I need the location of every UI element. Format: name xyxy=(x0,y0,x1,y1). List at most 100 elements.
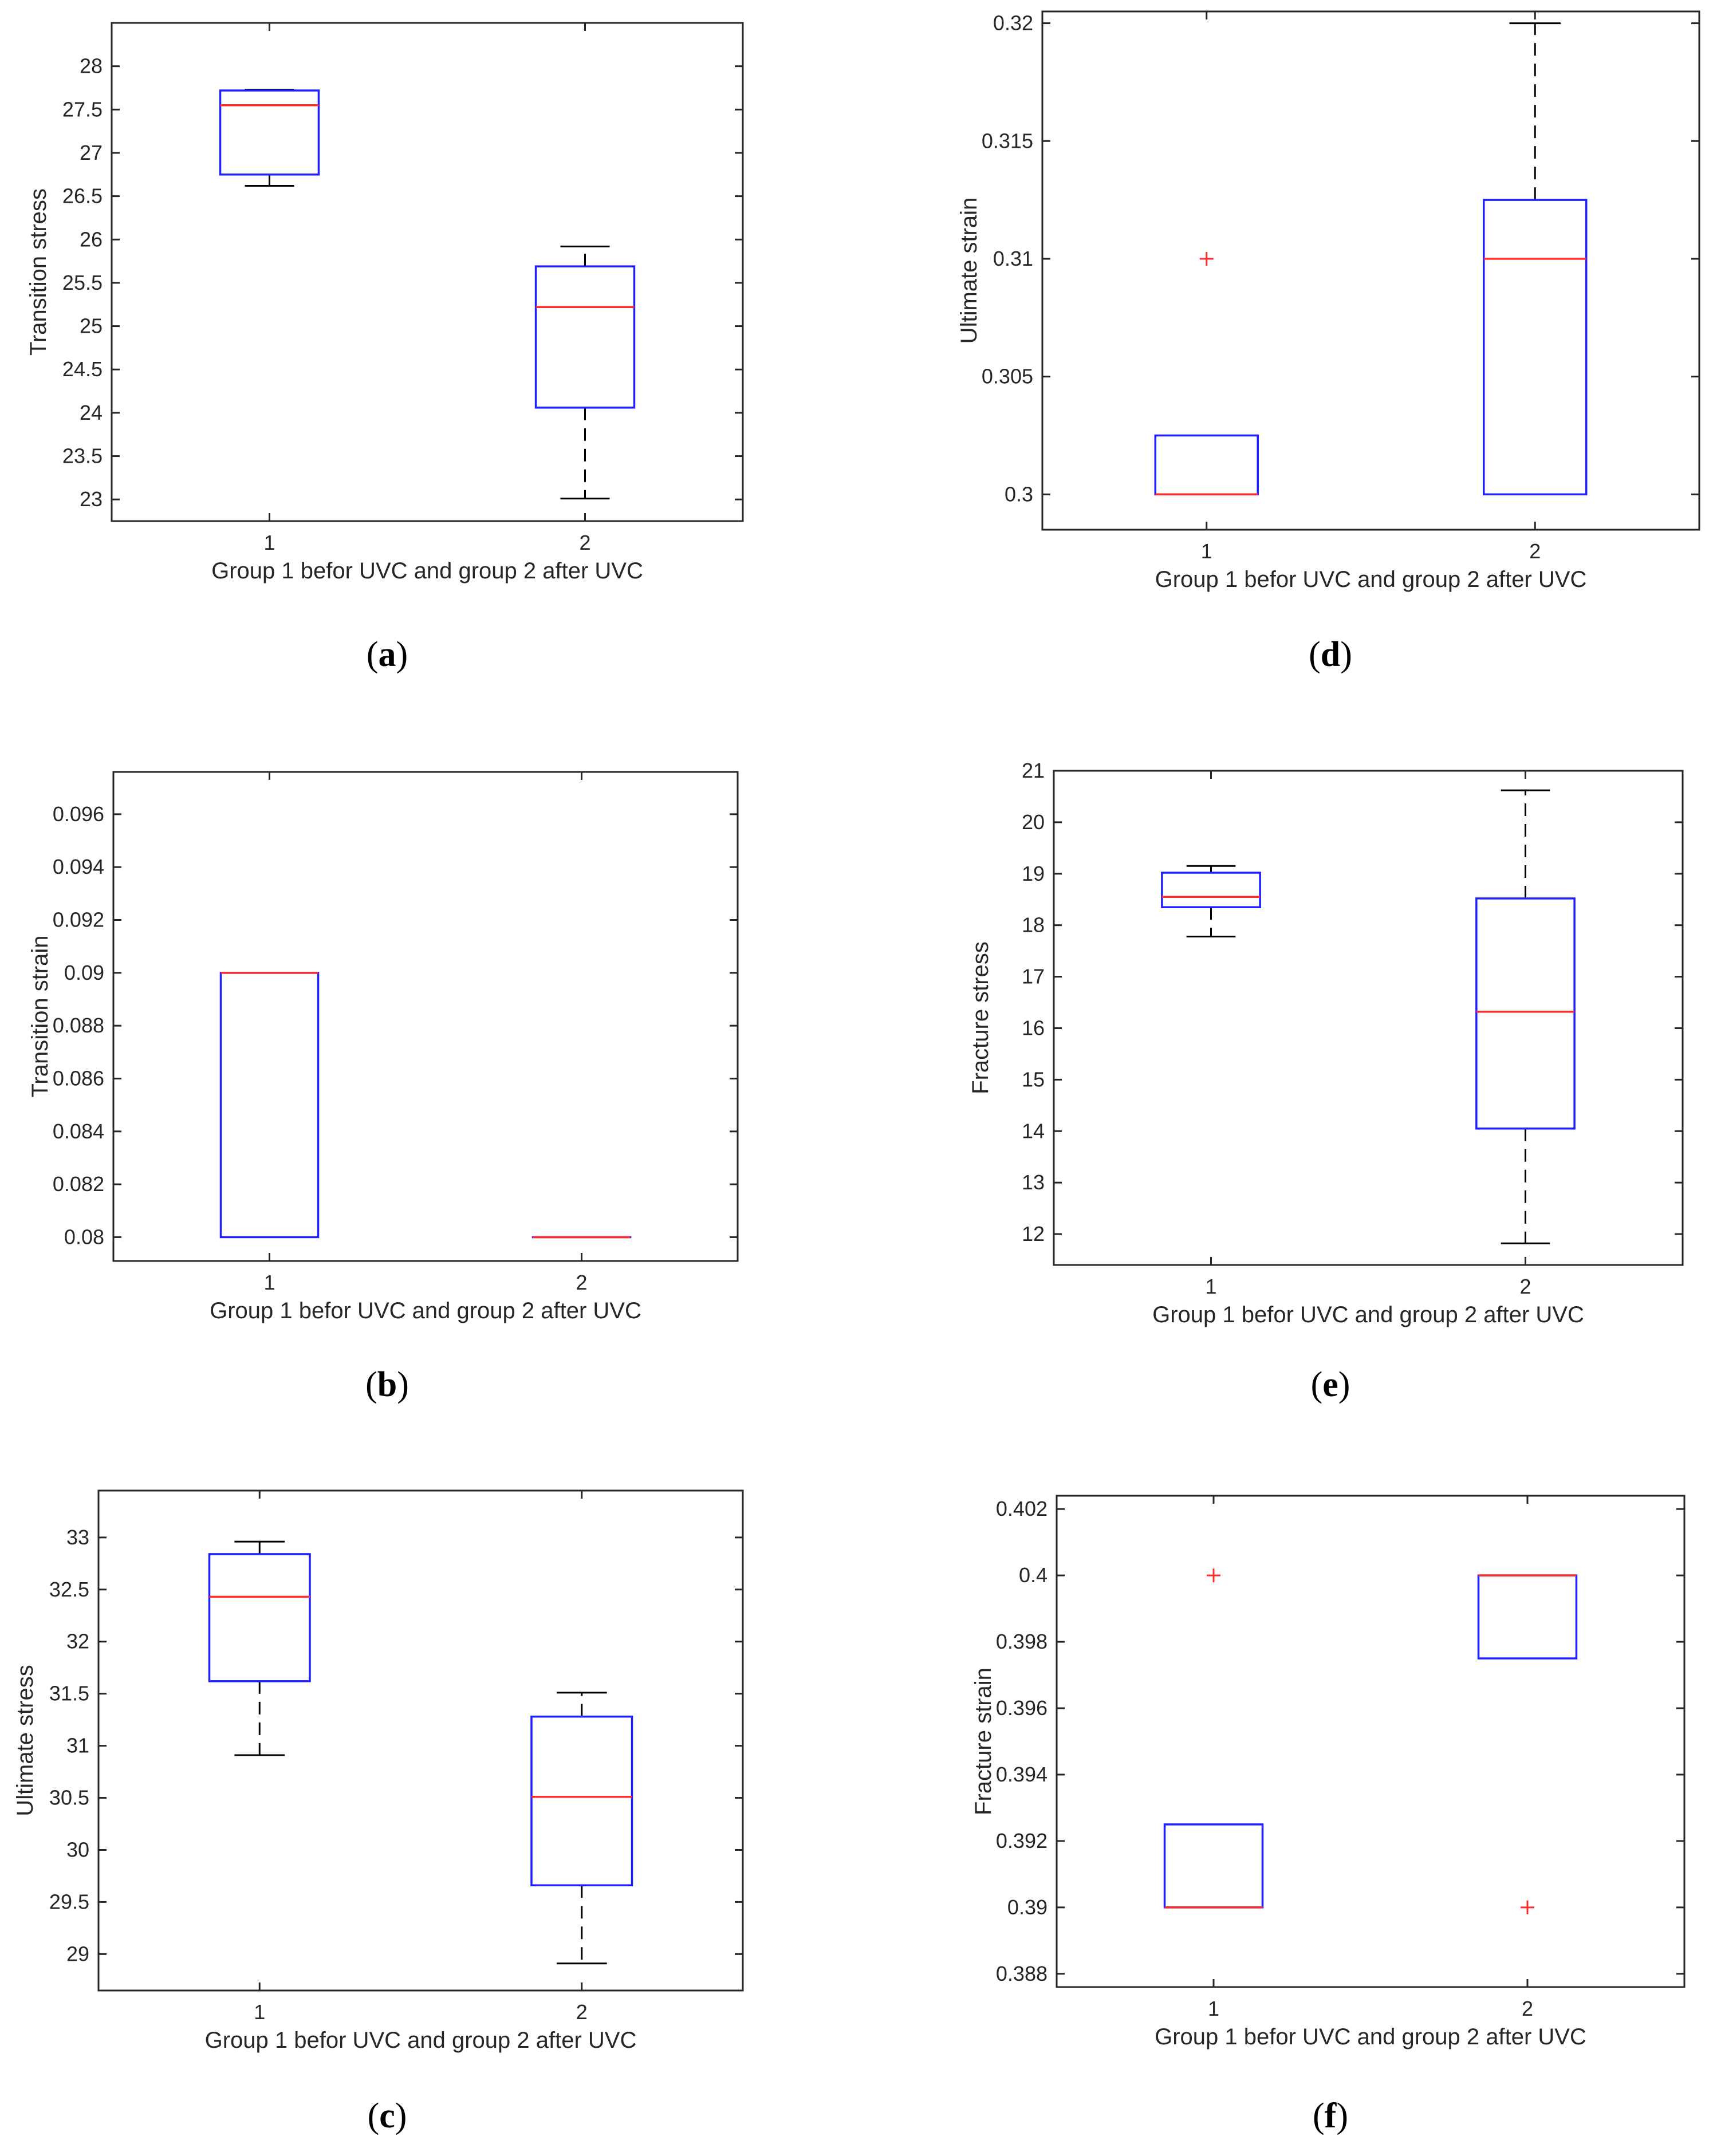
y-tick-label: 31 xyxy=(66,1734,89,1757)
x-tick-label: 2 xyxy=(1522,1997,1533,2020)
x-tick-label: 2 xyxy=(576,1271,587,1294)
panel-label-letter: e xyxy=(1322,1365,1338,1404)
panel-a: 23 23.5 24 24.5 25 25.5 26 26.5 27 27.5 28 1 2 Group … xyxy=(26,22,744,674)
y-tick-label: 24 xyxy=(80,401,103,424)
x-tick-label: 2 xyxy=(1529,539,1541,563)
y-tick-label: 0.082 xyxy=(53,1172,104,1196)
x-axis-label: Group 1 befor UVC and group 2 after UVC xyxy=(1155,2024,1586,2049)
y-tick-label: 0.305 xyxy=(982,365,1033,388)
plot-frame xyxy=(97,1489,744,1992)
panel-label-letter: a xyxy=(379,635,396,674)
y-tick-label: 27 xyxy=(80,141,103,164)
panel-label-letter: b xyxy=(377,1365,397,1404)
box-group-1 xyxy=(219,89,320,187)
plot-frame xyxy=(1056,1495,1686,1988)
y-tick-label: 0.396 xyxy=(996,1696,1048,1720)
y-axis-label: Ultimate strain xyxy=(956,198,982,344)
panel-label-open: ( xyxy=(367,635,379,674)
y-tick-label: 28 xyxy=(80,54,103,78)
y-tick-label: 0.39 xyxy=(1007,1895,1048,1919)
y-tick-label: 0.096 xyxy=(53,802,104,826)
y-tick-label: 0.4 xyxy=(1019,1563,1048,1587)
y-tick-label: 0.08 xyxy=(64,1225,104,1248)
y-tick-label: 25 xyxy=(80,314,103,338)
outlier-marker xyxy=(1207,1568,1220,1583)
box-group-1 xyxy=(1161,865,1261,937)
box-group-2 xyxy=(1477,1574,1578,1914)
panel-label-open: ( xyxy=(365,1365,377,1404)
box-group-1 xyxy=(1154,251,1259,496)
y-tick-label: 0.094 xyxy=(53,855,104,878)
panel-label-close: ) xyxy=(397,1365,409,1404)
y-tick-label: 23 xyxy=(80,487,103,511)
panel-label-close: ) xyxy=(395,2096,407,2135)
y-tick-label: 26 xyxy=(80,227,103,251)
panel-label-open: ( xyxy=(1309,635,1321,674)
box-group-1 xyxy=(1163,1568,1264,1909)
x-tick-label: 2 xyxy=(579,531,590,554)
box xyxy=(1161,872,1261,908)
box-group-1 xyxy=(219,972,320,1239)
box-group-2 xyxy=(1475,789,1576,1244)
panel-label: (a) xyxy=(367,635,408,674)
y-tick-label: 30 xyxy=(66,1838,89,1861)
box-group-2 xyxy=(534,245,636,500)
panel-label-letter: d xyxy=(1321,635,1340,674)
box xyxy=(219,89,320,176)
y-axis-label: Ultimate stress xyxy=(13,1665,38,1816)
box-group-2 xyxy=(1483,22,1588,496)
y-tick-label: 29.5 xyxy=(49,1890,89,1913)
x-tick-label: 1 xyxy=(263,531,275,554)
y-axis-label: Transition stress xyxy=(26,188,51,356)
x-axis-label: Group 1 befor UVC and group 2 after UVC xyxy=(205,2028,637,2053)
x-tick-label: 1 xyxy=(1205,1275,1216,1298)
panel-label: (f) xyxy=(1313,2096,1348,2135)
panel-c: 29 29.5 30 30.5 31 31.5 32 32.5 33 1 2 Group 1 befo… xyxy=(13,1489,744,2135)
y-tick-label: 0.388 xyxy=(996,1962,1048,1985)
x-axis-label: Group 1 befor UVC and group 2 after UVC xyxy=(210,1298,641,1323)
panel-label-letter: c xyxy=(379,2096,395,2135)
y-tick-label: 0.088 xyxy=(53,1014,104,1037)
box xyxy=(208,1553,311,1682)
y-tick-label: 30.5 xyxy=(49,1786,89,1810)
y-tick-label: 25.5 xyxy=(62,271,103,294)
y-tick-label: 0.394 xyxy=(996,1763,1048,1786)
y-tick-label: 0.084 xyxy=(53,1120,104,1143)
panel-label-open: ( xyxy=(1313,2096,1325,2135)
panel-label-letter: f xyxy=(1325,2096,1337,2135)
y-tick-label: 12 xyxy=(1022,1222,1045,1245)
y-tick-label: 13 xyxy=(1022,1170,1045,1194)
y-tick-label: 14 xyxy=(1022,1119,1045,1142)
y-tick-label: 32 xyxy=(66,1630,89,1653)
y-tick-label: 0.31 xyxy=(993,247,1033,270)
y-tick-label: 17 xyxy=(1022,965,1045,988)
y-tick-label: 0.402 xyxy=(996,1497,1048,1520)
panel-label-open: ( xyxy=(1311,1365,1323,1404)
y-tick-label: 0.398 xyxy=(996,1630,1048,1653)
box-group-1 xyxy=(208,1540,311,1756)
y-tick-label: 26.5 xyxy=(62,184,103,208)
box xyxy=(1483,199,1588,496)
y-tick-label: 0.32 xyxy=(993,11,1033,35)
y-axis-label: Fracture strain xyxy=(971,1668,996,1815)
y-tick-label: 0.09 xyxy=(64,961,104,984)
y-tick-label: 16 xyxy=(1022,1016,1045,1039)
panel-d: 0.3 0.305 0.31 0.315 0.32 1 2 Group 1 befor UVC… xyxy=(956,10,1700,674)
y-tick-label: 20 xyxy=(1022,810,1045,834)
y-tick-label: 0.315 xyxy=(982,129,1033,152)
plot-frame xyxy=(112,771,739,1262)
y-tick-label: 19 xyxy=(1022,862,1045,885)
plot-frame xyxy=(111,22,744,522)
panel-label: (c) xyxy=(368,2096,407,2135)
y-tick-label: 33 xyxy=(66,1526,89,1549)
box xyxy=(530,1715,633,1887)
x-tick-label: 1 xyxy=(1208,1997,1219,2020)
y-tick-label: 0.086 xyxy=(53,1066,104,1090)
outlier-marker xyxy=(1521,1900,1534,1914)
y-tick-label: 15 xyxy=(1022,1067,1045,1091)
x-axis-label: Group 1 befor UVC and group 2 after UVC xyxy=(1152,1302,1584,1327)
y-tick-label: 23.5 xyxy=(62,444,103,468)
panel-f: 0.388 0.39 0.392 0.394 0.396 0.398 0.4 0.402 1 2 G… xyxy=(971,1495,1686,2135)
